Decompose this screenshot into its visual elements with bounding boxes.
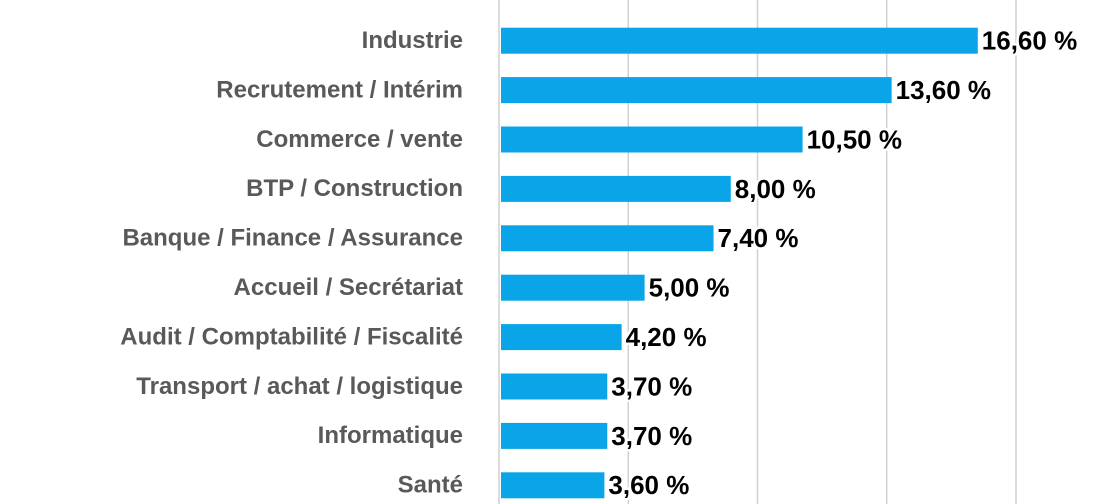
value-label: 4,20 %: [626, 322, 707, 352]
bar: [501, 27, 978, 54]
category-label: Commerce / vente: [256, 126, 463, 153]
value-label: 13,60 %: [896, 75, 991, 105]
bar: [501, 126, 803, 153]
bar: [501, 324, 622, 351]
bar: [501, 472, 605, 499]
value-label: 3,60 %: [608, 470, 689, 500]
category-label: BTP / Construction: [246, 175, 463, 202]
bar: [501, 175, 731, 202]
value-label: 5,00 %: [649, 273, 730, 303]
value-label: 16,60 %: [982, 26, 1077, 56]
bar: [501, 422, 608, 449]
category-label: Santé: [398, 472, 463, 499]
category-label: Informatique: [318, 422, 463, 449]
bar: [501, 274, 645, 301]
bar: [501, 373, 608, 400]
value-label: 10,50 %: [807, 124, 902, 154]
category-label: Industrie: [362, 27, 463, 54]
value-label: 3,70 %: [611, 371, 692, 401]
category-label: Audit / Comptabilité / Fiscalité: [120, 323, 463, 350]
category-label: Transport / achat / logistique: [136, 373, 463, 400]
bar: [501, 225, 714, 252]
category-label: Accueil / Secrétariat: [234, 274, 463, 301]
value-label: 3,70 %: [611, 421, 692, 451]
category-label: Banque / Finance / Assurance: [122, 225, 463, 252]
bar: [501, 77, 892, 104]
value-label: 8,00 %: [735, 174, 816, 204]
category-label: Recrutement / Intérim: [216, 76, 463, 103]
value-label: 7,40 %: [718, 223, 799, 253]
